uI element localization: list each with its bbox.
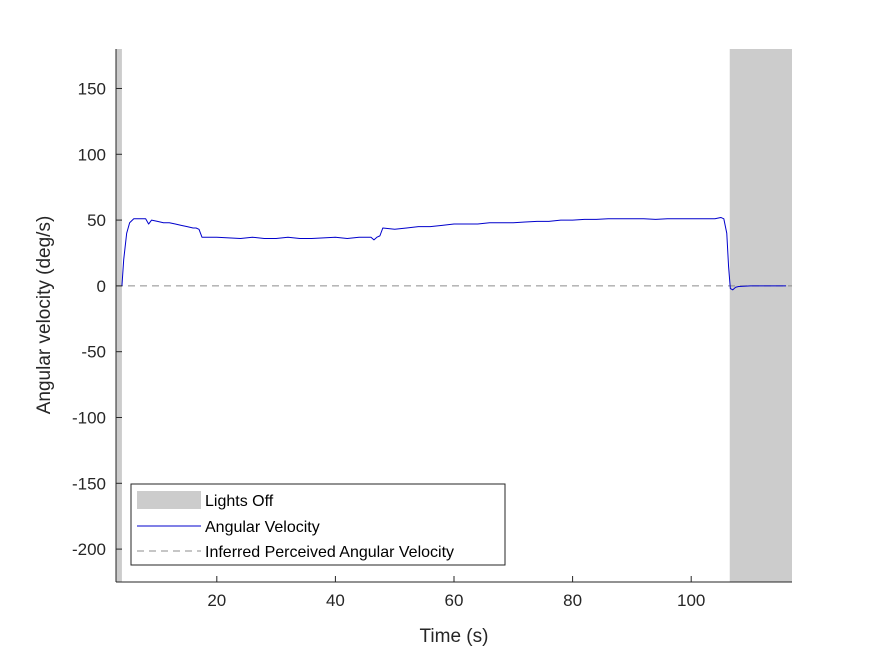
x-axis-label: Time (s): [420, 626, 489, 647]
angular-velocity-layer: [121, 216, 787, 291]
x-ticks: 20 40 60 80 100: [207, 576, 705, 610]
angular-velocity-line: [121, 216, 787, 291]
y-tick-label: 0: [97, 277, 106, 296]
y-ticks: 150 100 50 0 -50 -100 -150 -200: [72, 79, 122, 559]
legend: Lights Off Angular Velocity Inferred Per…: [130, 483, 506, 566]
legend-label-inferred-perceived: Inferred Perceived Angular Velocity: [205, 544, 454, 561]
x-tick-label: 100: [677, 591, 705, 610]
y-tick-label: -50: [81, 343, 106, 362]
y-tick-label: 100: [78, 145, 106, 164]
y-tick-label: 50: [87, 211, 106, 230]
lights-off-regions: [116, 49, 792, 582]
legend-label-lights-off: Lights Off: [205, 493, 274, 510]
lights-off-region-1: [116, 49, 122, 582]
y-axis-label: Angular velocity (deg/s): [34, 216, 55, 415]
y-tick-label: -150: [72, 474, 106, 493]
lights-off-region-2: [729, 49, 792, 582]
y-tick-label: -100: [72, 408, 106, 427]
x-tick-label: 20: [207, 591, 226, 610]
x-tick-label: 80: [563, 591, 582, 610]
legend-swatch-lights-off: [137, 491, 201, 509]
x-tick-label: 40: [326, 591, 345, 610]
x-tick-label: 60: [445, 591, 464, 610]
y-tick-label: -200: [72, 540, 106, 559]
legend-label-angular-velocity: Angular Velocity: [205, 519, 320, 536]
y-tick-label: 150: [78, 79, 106, 98]
